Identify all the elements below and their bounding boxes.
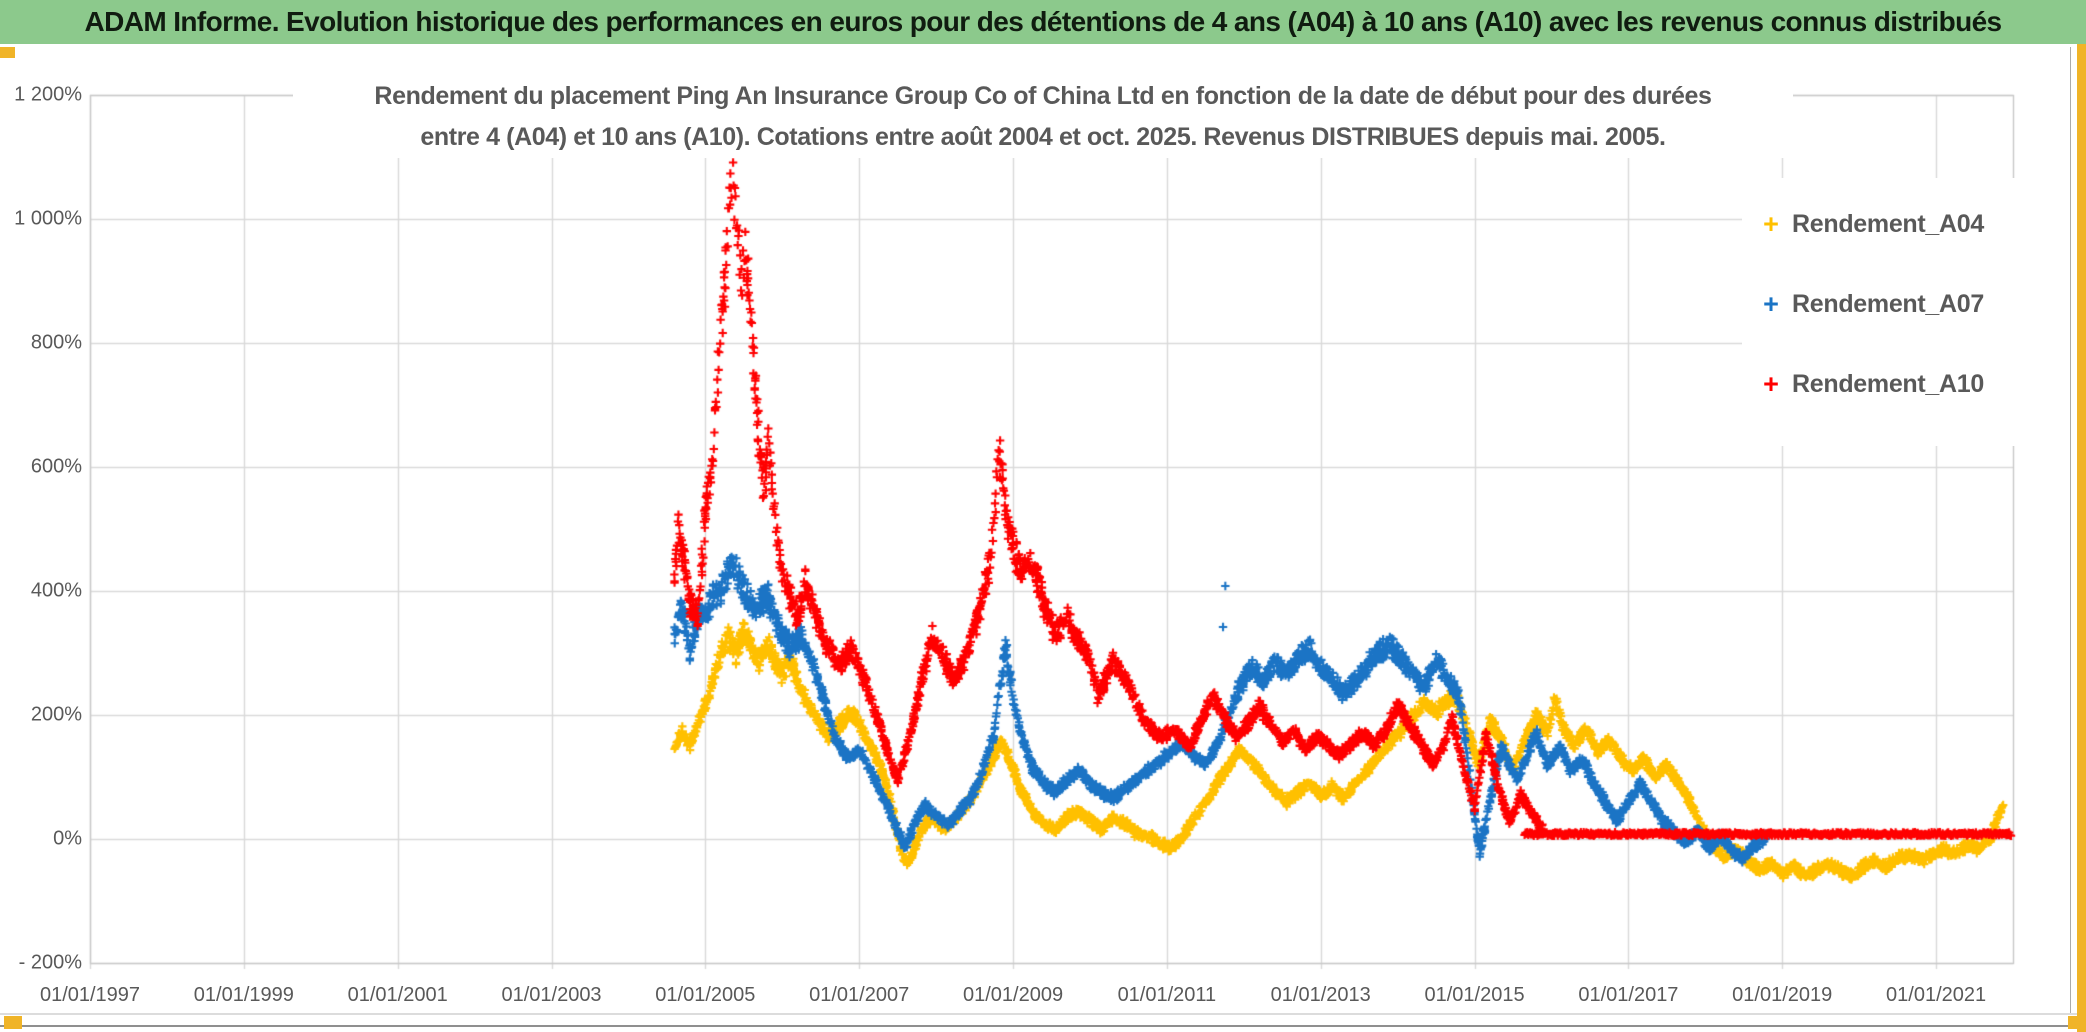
y-axis-label: 200%: [30, 703, 82, 726]
corner-accent-bottom-left: [4, 1016, 22, 1029]
legend-label: Rendement_A10: [1792, 369, 1984, 398]
divider-line-dark: [0, 1025, 2086, 1027]
y-axis-label: 800%: [30, 331, 82, 354]
x-axis-label: 01/01/2007: [809, 984, 910, 1006]
header-bar: ADAM Informe. Evolution historique des p…: [0, 0, 2086, 47]
y-axis-label: 0%: [53, 827, 82, 850]
x-axis-label: 01/01/2019: [1732, 984, 1833, 1006]
x-axis-label: 01/01/2011: [1117, 984, 1217, 1006]
header-title: ADAM Informe. Evolution historique des p…: [84, 6, 2002, 37]
divider-line-light: [0, 1013, 2086, 1015]
legend-item-rendement-a10[interactable]: + Rendement_A10: [1756, 364, 1984, 404]
legend-label: Rendement_A07: [1792, 289, 1984, 318]
y-axis-label: 1 200%: [14, 83, 82, 106]
x-axis-label: 01/01/2017: [1578, 984, 1679, 1006]
x-axis-label: 01/01/2003: [501, 984, 602, 1006]
y-axis-label: 1 000%: [14, 207, 82, 230]
chart-legend: + Rendement_A04 + Rendement_A07 + Rendem…: [1742, 178, 2054, 446]
x-axis-label: 01/01/2015: [1424, 984, 1525, 1006]
sheet-edge-divider: [2070, 44, 2071, 1013]
x-axis-label: 01/01/1999: [193, 984, 294, 1006]
x-axis-label: 01/01/2005: [655, 984, 756, 1006]
plus-marker-icon: +: [1763, 369, 1779, 399]
plus-marker-icon: +: [1763, 209, 1779, 239]
plus-marker-icon: +: [1763, 289, 1779, 319]
chart-title: Rendement du placement Ping An Insurance…: [293, 76, 1793, 158]
legend-item-rendement-a04[interactable]: + Rendement_A04: [1756, 204, 1984, 244]
x-axis-label: 01/01/2001: [347, 984, 448, 1006]
corner-accent-top-left: [0, 47, 15, 58]
chart-title-line-1: Rendement du placement Ping An Insurance…: [374, 82, 1712, 110]
chart-title-line-2: entre 4 (A04) et 10 ans (A10). Cotations…: [420, 123, 1666, 151]
x-axis-label: 01/01/1997: [39, 984, 141, 1006]
x-axis-label: 01/01/2021: [1886, 984, 1987, 1006]
x-axis-label: 01/01/2009: [962, 984, 1064, 1006]
legend-item-rendement-a07[interactable]: + Rendement_A07: [1756, 284, 1984, 324]
y-axis-label: 600%: [30, 455, 82, 478]
right-edge-accent-strip: [2077, 44, 2086, 1032]
y-axis-label: - 200%: [18, 951, 82, 974]
legend-label: Rendement_A04: [1792, 209, 1984, 238]
y-axis-label: 400%: [30, 579, 82, 602]
x-axis-label: 01/01/2013: [1270, 984, 1371, 1006]
